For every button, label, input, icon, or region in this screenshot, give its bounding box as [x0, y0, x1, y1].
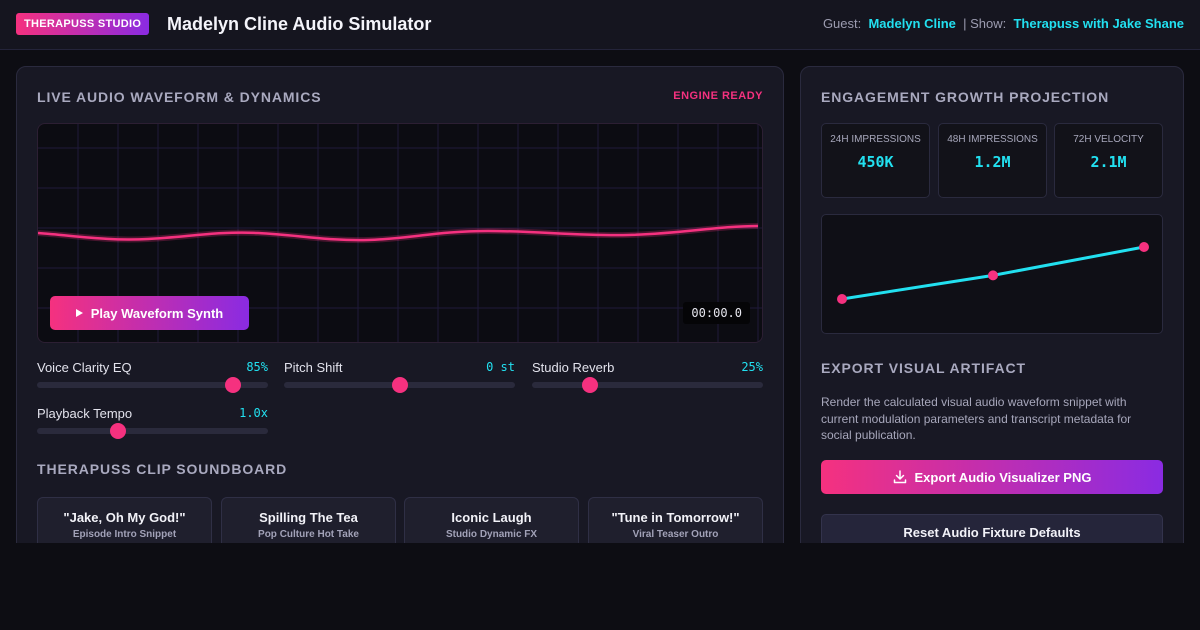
- slider-thumb[interactable]: [391, 377, 408, 393]
- clip-subtitle: Studio Dynamic FX: [445, 529, 538, 540]
- session-meta: Guest: Madelyn Cline | Show: Therapuss w…: [823, 16, 1184, 32]
- clip-title: Iconic Laugh: [451, 510, 532, 525]
- slider-track[interactable]: [284, 377, 515, 393]
- engagement-title: ENGAGEMENT GROWTH PROJECTION: [821, 89, 1110, 105]
- control-value: 1.0x: [239, 406, 268, 420]
- play-icon: [75, 309, 83, 317]
- clip-title: "Jake, Oh My God!": [63, 510, 186, 525]
- engine-status: ENGINE READY: [673, 90, 763, 102]
- guest-label: Guest:: [822, 16, 862, 31]
- control-label: Voice Clarity EQ: [37, 360, 132, 375]
- growth-chart-svg: [837, 242, 1149, 304]
- control-value: 0 st: [486, 360, 515, 374]
- growth-point: [1139, 242, 1149, 252]
- metric-label: 24H IMPRESSIONS: [830, 134, 921, 145]
- waveform-title: LIVE AUDIO WAVEFORM & DYNAMICS: [37, 89, 322, 105]
- control-value: 85%: [246, 360, 268, 374]
- metric-value: 1.2M: [974, 153, 1011, 171]
- control-value: 25%: [741, 360, 763, 374]
- app-title: Madelyn Cline Audio Simulator: [167, 14, 432, 34]
- waveform-canvas: Play Waveform Synth 00:00.0: [37, 123, 763, 343]
- engagement-panel: ENGAGEMENT GROWTH PROJECTION 24H IMPRESS…: [800, 66, 1184, 586]
- metric-label: 72H VELOCITY: [1073, 134, 1144, 145]
- slider-thumb[interactable]: [581, 377, 598, 393]
- waveform-grid: [38, 124, 762, 342]
- growth-chart: [821, 214, 1163, 334]
- clip-title: "Tune in Tomorrow!": [611, 510, 740, 525]
- brand-badge: THERAPUSS STUDIO: [16, 13, 150, 35]
- metric-card: 24H IMPRESSIONS 450K: [821, 123, 930, 198]
- metric-card: 72H VELOCITY 2.1M: [1054, 123, 1163, 198]
- download-icon: [893, 470, 906, 484]
- clip-subtitle: Episode Intro Snippet: [72, 529, 177, 540]
- top-bar: THERAPUSS STUDIO Madelyn Cline Audio Sim…: [0, 0, 1200, 50]
- export-description: Render the calculated visual audio wavef…: [821, 395, 1132, 442]
- playback-timer: 00:00.0: [683, 302, 750, 324]
- slider-track[interactable]: [37, 423, 268, 439]
- slider-thumb[interactable]: [225, 377, 242, 393]
- waveform-line: [38, 224, 759, 242]
- control-label: Studio Reverb: [532, 360, 615, 375]
- guest-name: Madelyn Cline: [868, 16, 956, 31]
- metric-card: 48H IMPRESSIONS 1.2M: [938, 123, 1047, 198]
- slider-thumb[interactable]: [109, 423, 126, 439]
- page-bottom: [0, 543, 1200, 630]
- slider-track[interactable]: [37, 377, 268, 393]
- export-png-button[interactable]: Export Audio Visualizer PNG: [821, 460, 1163, 494]
- metric-label: 48H IMPRESSIONS: [947, 134, 1038, 145]
- show-label: | Show:: [963, 16, 1007, 31]
- play-label: Play Waveform Synth: [90, 305, 224, 321]
- soundboard-title: THERAPUSS CLIP SOUNDBOARD: [37, 461, 288, 477]
- export-label: Export Audio Visualizer PNG: [914, 469, 1092, 485]
- slider-track[interactable]: [532, 377, 763, 393]
- clip-subtitle: Pop Culture Hot Take: [258, 529, 359, 540]
- waveform-panel: LIVE AUDIO WAVEFORM & DYNAMICS ENGINE RE…: [16, 66, 784, 586]
- clip-title: Spilling The Tea: [259, 510, 358, 525]
- export-title: EXPORT VISUAL ARTIFACT: [821, 360, 1026, 376]
- control-label: Playback Tempo: [37, 406, 133, 421]
- show-name: Therapuss with Jake Shane: [1013, 16, 1184, 31]
- growth-point: [837, 294, 847, 304]
- metric-value: 450K: [857, 153, 894, 171]
- play-waveform-button[interactable]: Play Waveform Synth: [50, 296, 249, 330]
- growth-point: [988, 270, 998, 281]
- control-label: Pitch Shift: [284, 360, 343, 375]
- clip-subtitle: Viral Teaser Outro: [632, 529, 719, 540]
- metric-value: 2.1M: [1090, 153, 1127, 171]
